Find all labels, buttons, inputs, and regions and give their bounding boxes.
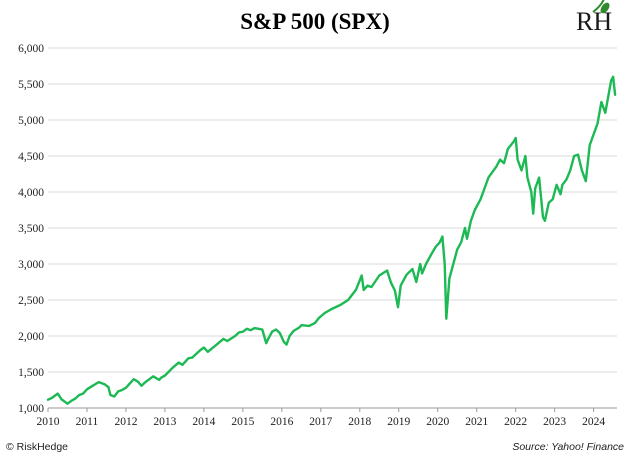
y-tick-label: 5,500 xyxy=(18,79,44,91)
x-tick-label: 2020 xyxy=(426,416,449,428)
logo-leaf-stem xyxy=(592,0,605,13)
spx-series-line xyxy=(46,75,617,405)
copyright-label: © RiskHedge xyxy=(6,441,68,453)
y-tick-label: 6,000 xyxy=(18,43,44,55)
x-tick-label: 2015 xyxy=(231,416,254,428)
y-tick-label: 3,000 xyxy=(18,259,44,271)
chart-title: S&P 500 (SPX) xyxy=(240,9,390,34)
y-tick-label: 3,500 xyxy=(18,223,44,235)
y-tick-label: 4,500 xyxy=(18,151,44,163)
y-tick-label: 2,000 xyxy=(18,331,44,343)
x-axis-ticks: 2010 2011 2012 2013 2014 2015 2016 2017 2018 2019… xyxy=(37,408,605,428)
x-tick-label: 2021 xyxy=(465,416,488,428)
y-axis-ticks: 1,000 1,500 2,000 2,500 3,000 3,500 4,000 4,500… xyxy=(18,43,44,415)
x-tick-label: 2017 xyxy=(309,416,332,428)
y-tick-label: 1,000 xyxy=(18,403,44,415)
y-tick-label: 2,500 xyxy=(18,295,44,307)
logo-leaf xyxy=(600,2,610,14)
x-tick-label: 2012 xyxy=(114,416,137,428)
x-tick-label: 2023 xyxy=(543,416,566,428)
x-tick-label: 2024 xyxy=(582,416,605,428)
x-tick-label: 2014 xyxy=(192,416,215,428)
x-tick-label: 2022 xyxy=(504,416,527,428)
y-tick-label: 5,000 xyxy=(18,115,44,127)
gridlines xyxy=(48,47,617,373)
x-tick-label: 2013 xyxy=(153,416,176,428)
x-tick-label: 2016 xyxy=(270,416,293,428)
y-tick-label: 1,500 xyxy=(18,367,44,379)
y-tick-label: 4,000 xyxy=(18,187,44,199)
x-tick-label: 2010 xyxy=(37,416,60,428)
riskhedge-logo: RH xyxy=(576,0,612,36)
source-label: Source: Yahoo! Finance xyxy=(512,441,624,453)
x-tick-label: 2019 xyxy=(387,416,410,428)
x-tick-label: 2011 xyxy=(76,416,99,428)
x-tick-label: 2018 xyxy=(348,416,371,428)
